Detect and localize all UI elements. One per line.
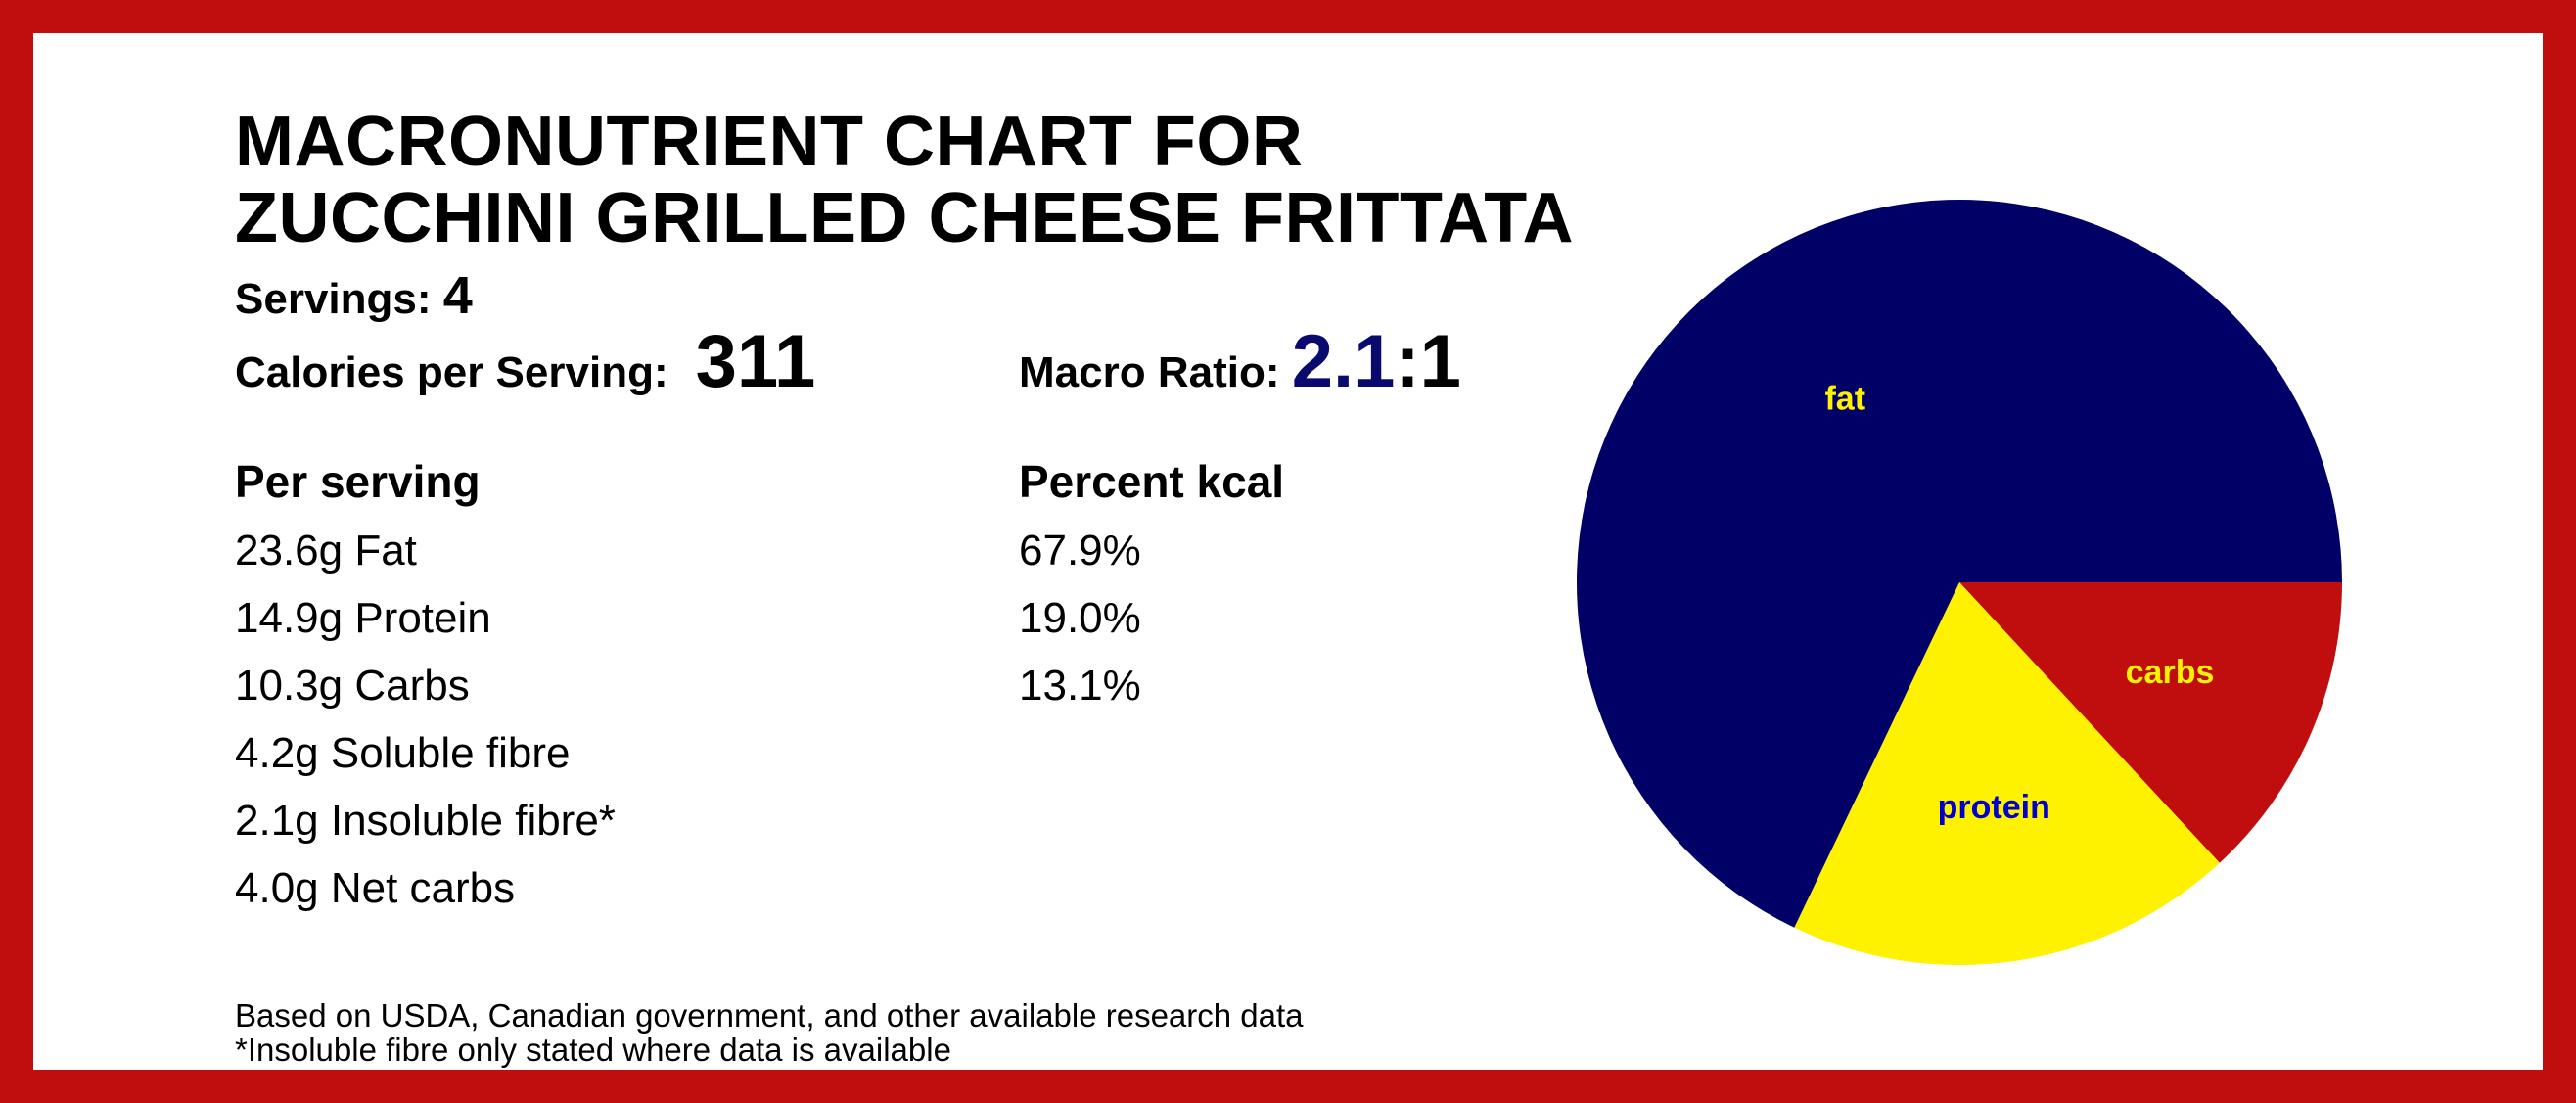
pie-label-protein: protein xyxy=(1938,789,2050,826)
footnotes: Based on USDA, Canadian government, and … xyxy=(235,998,1304,1067)
per-serving-list: 23.6g Fat 14.9g Protein 10.3g Carbs 4.2g… xyxy=(235,517,616,922)
list-item: 2.1g Insoluble fibre* xyxy=(235,797,616,845)
list-item: 23.6g Fat xyxy=(235,527,417,574)
servings-label: Servings: xyxy=(235,275,432,323)
list-item: 10.3g Carbs xyxy=(235,662,470,710)
servings: Servings: 4 xyxy=(235,266,473,329)
pie-slice-fat xyxy=(1576,199,2342,928)
macro-ratio-label: Macro Ratio: xyxy=(1019,348,1280,396)
macro-ratio-numerator: 2.1 xyxy=(1291,320,1396,403)
servings-value: 4 xyxy=(442,266,473,325)
title-line-1: MACRONUTRIENT CHART FOR xyxy=(235,103,1304,181)
list-item: 13.1% xyxy=(1019,662,1141,710)
title-line-2: ZUCCHINI GRILLED CHEESE FRITTATA xyxy=(235,179,1574,257)
calories-label: Calories per Serving: xyxy=(235,348,668,396)
calories-value: 311 xyxy=(695,320,816,403)
list-item: 14.9g Protein xyxy=(235,594,491,642)
pie-slice-protein xyxy=(1794,582,2220,966)
list-item: 19.0% xyxy=(1019,594,1141,642)
list-item: 4.2g Soluble fibre xyxy=(235,729,571,777)
macro-ratio-denominator: :1 xyxy=(1395,320,1461,403)
page-title: MACRONUTRIENT CHART FOR ZUCCHINI GRILLED… xyxy=(235,104,1574,256)
pie-label-carbs: carbs xyxy=(2126,654,2215,691)
calories-per-serving: Calories per Serving: 311 xyxy=(235,323,815,412)
per-serving-heading: Per serving xyxy=(235,456,481,507)
list-item: 67.9% xyxy=(1019,527,1141,574)
pie-slice-carbs xyxy=(1959,582,2342,863)
percent-kcal-heading: Percent kcal xyxy=(1019,456,1285,507)
list-item: 4.0g Net carbs xyxy=(235,864,516,912)
footnote-source: Based on USDA, Canadian government, and … xyxy=(235,997,1304,1034)
macro-ratio: Macro Ratio: 2.1:1 xyxy=(1019,323,1461,412)
percent-kcal-list: 67.9% 19.0% 13.1% xyxy=(1019,517,1141,719)
pie-label-fat: fat xyxy=(1824,381,1865,418)
footnote-insoluble: *Insoluble fibre only stated where data … xyxy=(235,1032,951,1068)
